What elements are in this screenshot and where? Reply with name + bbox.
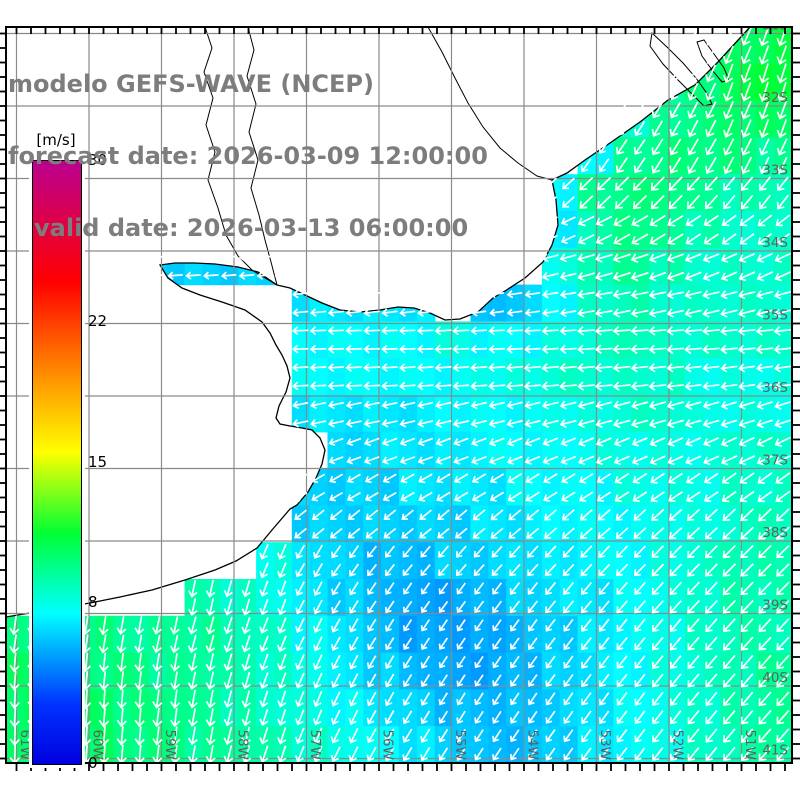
lat-tick-label: 34S xyxy=(762,235,788,251)
lat-tick-label: 33S xyxy=(762,163,788,179)
lat-tick-label: 37S xyxy=(762,453,788,469)
lon-tick-label: 57W xyxy=(307,729,323,760)
lon-tick-label: 56W xyxy=(380,729,396,760)
lon-tick-label: 61W xyxy=(17,729,33,760)
axis-ticks xyxy=(0,27,800,771)
axis-labels: 61W 60W 59W 58W 57W 56W 55W 54W 53W 52W 51W 31S 32S 3… xyxy=(17,18,788,760)
river-line xyxy=(427,27,553,181)
lagoon-outline xyxy=(649,31,713,107)
colorbar-tick-value: 0 xyxy=(88,754,98,772)
colorbar-tick-value: 30 xyxy=(88,151,108,169)
lat-tick-label: 31S xyxy=(762,18,788,34)
lat-tick-label: 41S xyxy=(762,743,788,759)
lon-tick-label: 51W xyxy=(742,729,758,760)
colorbar-tick-value: 15 xyxy=(88,452,108,471)
river-line xyxy=(246,27,278,286)
lat-tick-label: 38S xyxy=(762,525,788,541)
lon-tick-label: 58W xyxy=(235,729,251,760)
lat-tick-label: 35S xyxy=(762,308,788,324)
lat-tick-label: 32S xyxy=(762,90,788,106)
colorbar-units-label: [m/s] xyxy=(26,130,86,150)
map-inner: 61W 60W 59W 58W 57W 56W 55W 54W 53W 52W 51W 31S 32S 3… xyxy=(6,18,792,763)
lat-tick-label: 36S xyxy=(762,380,788,396)
lon-tick-label: 59W xyxy=(162,729,178,760)
graticule-grid xyxy=(6,27,792,763)
land-mask xyxy=(6,27,750,617)
lon-tick-label: 52W xyxy=(670,729,686,760)
lon-tick-label: 55W xyxy=(452,729,468,760)
colorbar-gradient xyxy=(32,160,82,765)
colorbar-tick-value: 22 xyxy=(88,311,108,330)
lat-tick-label: 40S xyxy=(762,670,788,686)
lagoon-outline xyxy=(696,39,730,83)
map-frame xyxy=(5,26,793,764)
lon-tick-label: 53W xyxy=(597,729,613,760)
lon-tick-label: 54W xyxy=(525,729,541,760)
lon-tick-label: 60W xyxy=(90,729,106,760)
wind-arrows xyxy=(9,27,792,763)
lat-tick-label: 39S xyxy=(762,598,788,614)
colorbar-tick-value: 8 xyxy=(88,593,98,612)
